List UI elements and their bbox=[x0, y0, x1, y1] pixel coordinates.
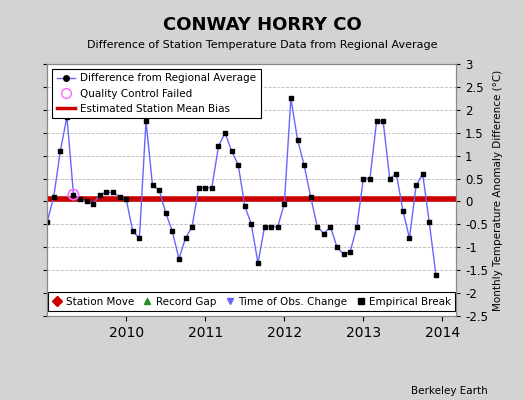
Point bbox=[221, 130, 229, 136]
Y-axis label: Monthly Temperature Anomaly Difference (°C): Monthly Temperature Anomaly Difference (… bbox=[494, 69, 504, 311]
Point bbox=[115, 194, 124, 200]
Point bbox=[109, 189, 117, 196]
Point bbox=[320, 230, 328, 237]
Point bbox=[241, 203, 249, 209]
Legend: Station Move, Record Gap, Time of Obs. Change, Empirical Break: Station Move, Record Gap, Time of Obs. C… bbox=[48, 292, 455, 311]
Point bbox=[346, 249, 354, 255]
Point bbox=[425, 219, 433, 225]
Point bbox=[122, 196, 130, 202]
Point bbox=[161, 210, 170, 216]
Point bbox=[379, 118, 387, 124]
Point bbox=[227, 148, 236, 154]
Point bbox=[142, 118, 150, 124]
Point bbox=[175, 256, 183, 262]
Point bbox=[69, 191, 78, 198]
Point bbox=[194, 184, 203, 191]
Point bbox=[353, 224, 361, 230]
Point bbox=[168, 228, 177, 234]
Point bbox=[366, 175, 374, 182]
Point bbox=[43, 219, 51, 225]
Point bbox=[373, 118, 381, 124]
Point bbox=[56, 148, 64, 154]
Point bbox=[201, 184, 210, 191]
Text: CONWAY HORRY CO: CONWAY HORRY CO bbox=[162, 16, 362, 34]
Point bbox=[333, 244, 341, 250]
Point bbox=[135, 235, 144, 241]
Point bbox=[155, 187, 163, 193]
Point bbox=[419, 171, 427, 177]
Point bbox=[280, 200, 289, 207]
Point bbox=[181, 235, 190, 241]
Point bbox=[76, 196, 84, 202]
Point bbox=[386, 175, 394, 182]
Point bbox=[96, 191, 104, 198]
Point bbox=[340, 251, 348, 257]
Point bbox=[188, 224, 196, 230]
Point bbox=[247, 221, 256, 228]
Point bbox=[82, 198, 91, 205]
Point bbox=[234, 162, 243, 168]
Point bbox=[254, 260, 262, 266]
Point bbox=[405, 235, 413, 241]
Point bbox=[208, 184, 216, 191]
Point bbox=[412, 182, 420, 189]
Point bbox=[326, 224, 335, 230]
Point bbox=[50, 194, 58, 200]
Text: Difference of Station Temperature Data from Regional Average: Difference of Station Temperature Data f… bbox=[87, 40, 437, 50]
Point bbox=[267, 224, 275, 230]
Point bbox=[274, 224, 282, 230]
Point bbox=[307, 194, 315, 200]
Point bbox=[293, 136, 302, 143]
Point bbox=[89, 200, 97, 207]
Point bbox=[313, 224, 322, 230]
Text: Berkeley Earth: Berkeley Earth bbox=[411, 386, 487, 396]
Point bbox=[102, 189, 111, 196]
Point bbox=[214, 143, 223, 150]
Point bbox=[300, 162, 308, 168]
Point bbox=[148, 182, 157, 189]
Point bbox=[392, 171, 400, 177]
Point bbox=[359, 175, 367, 182]
Point bbox=[432, 272, 440, 278]
Point bbox=[69, 191, 78, 198]
Point bbox=[260, 224, 269, 230]
Point bbox=[399, 208, 407, 214]
Point bbox=[287, 95, 295, 102]
Point bbox=[128, 228, 137, 234]
Point bbox=[63, 114, 71, 120]
